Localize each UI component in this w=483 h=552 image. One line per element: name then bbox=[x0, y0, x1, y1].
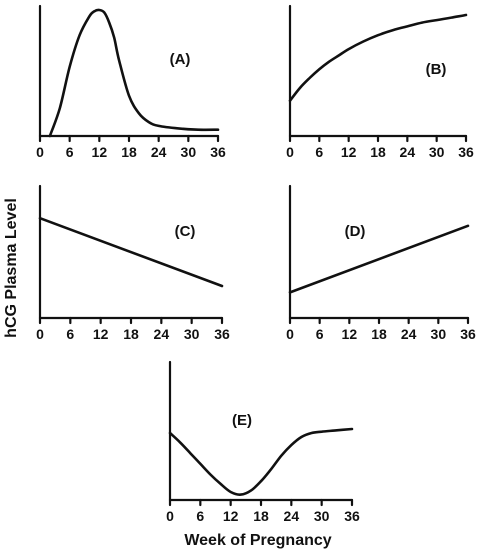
x-tick-label: 0 bbox=[36, 144, 44, 160]
x-tick-label: 30 bbox=[181, 144, 197, 160]
x-tick-label: 24 bbox=[154, 326, 170, 342]
x-tick-label: 36 bbox=[458, 144, 474, 160]
x-tick-label: 0 bbox=[286, 326, 294, 342]
x-tick-label: 0 bbox=[166, 508, 174, 524]
x-tick-label: 36 bbox=[344, 508, 360, 524]
x-tick-label: 12 bbox=[92, 144, 108, 160]
x-tick-label: 36 bbox=[214, 326, 230, 342]
panel-label: (E) bbox=[232, 412, 252, 429]
series-line bbox=[288, 13, 468, 102]
x-tick-label: 30 bbox=[314, 508, 330, 524]
x-tick-label: 18 bbox=[253, 508, 269, 524]
x-tick-label: 24 bbox=[151, 144, 167, 160]
x-tick-label: 30 bbox=[429, 144, 445, 160]
x-tick-label: 36 bbox=[460, 326, 476, 342]
x-tick-label: 6 bbox=[315, 144, 323, 160]
x-tick-label: 24 bbox=[401, 326, 417, 342]
y-axis-title: hCG Plasma Level bbox=[3, 198, 20, 338]
x-tick-label: 18 bbox=[370, 144, 386, 160]
x-tick-label: 24 bbox=[400, 144, 416, 160]
series-line bbox=[168, 427, 354, 496]
x-tick-label: 6 bbox=[66, 144, 74, 160]
x-tick-label: 30 bbox=[431, 326, 447, 342]
x-tick-label: 12 bbox=[342, 326, 358, 342]
x-tick-label: 12 bbox=[341, 144, 357, 160]
panel-label: (B) bbox=[426, 61, 447, 78]
x-tick-label: 18 bbox=[371, 326, 387, 342]
panel-label: (A) bbox=[170, 51, 191, 68]
series-line bbox=[288, 224, 470, 294]
panel-label: (C) bbox=[175, 223, 196, 240]
panel-c: 0 6 12 18 24 30 36 (C) bbox=[36, 184, 230, 342]
panel-e: 0 6 12 18 24 30 36 (E) bbox=[166, 360, 360, 524]
panel-a: 0 6 12 18 24 30 36 (A) bbox=[36, 4, 226, 160]
x-tick-label: 18 bbox=[121, 144, 137, 160]
series-line bbox=[48, 8, 220, 138]
x-tick-label: 12 bbox=[93, 326, 109, 342]
panel-b: 0 6 12 18 24 30 36 (B) bbox=[286, 4, 474, 160]
panel-d: 0 6 12 18 24 30 36 (D) bbox=[286, 184, 476, 342]
x-tick-label: 18 bbox=[123, 326, 139, 342]
series-line bbox=[38, 216, 224, 288]
x-tick-label: 6 bbox=[196, 508, 204, 524]
x-tick-label: 24 bbox=[284, 508, 300, 524]
x-tick-label: 12 bbox=[223, 508, 239, 524]
x-tick-label: 30 bbox=[184, 326, 200, 342]
x-tick-label: 6 bbox=[66, 326, 74, 342]
x-axis-title: Week of Pregnancy bbox=[184, 532, 331, 549]
x-tick-label: 36 bbox=[210, 144, 226, 160]
panel-label: (D) bbox=[345, 223, 366, 240]
x-tick-label: 6 bbox=[316, 326, 324, 342]
x-tick-label: 0 bbox=[36, 326, 44, 342]
x-tick-label: 0 bbox=[286, 144, 294, 160]
panels: 0 6 12 18 24 30 36 (A) 0 6 12 18 24 30 36 (B) 0 6 12 18 24 30… bbox=[36, 4, 476, 524]
